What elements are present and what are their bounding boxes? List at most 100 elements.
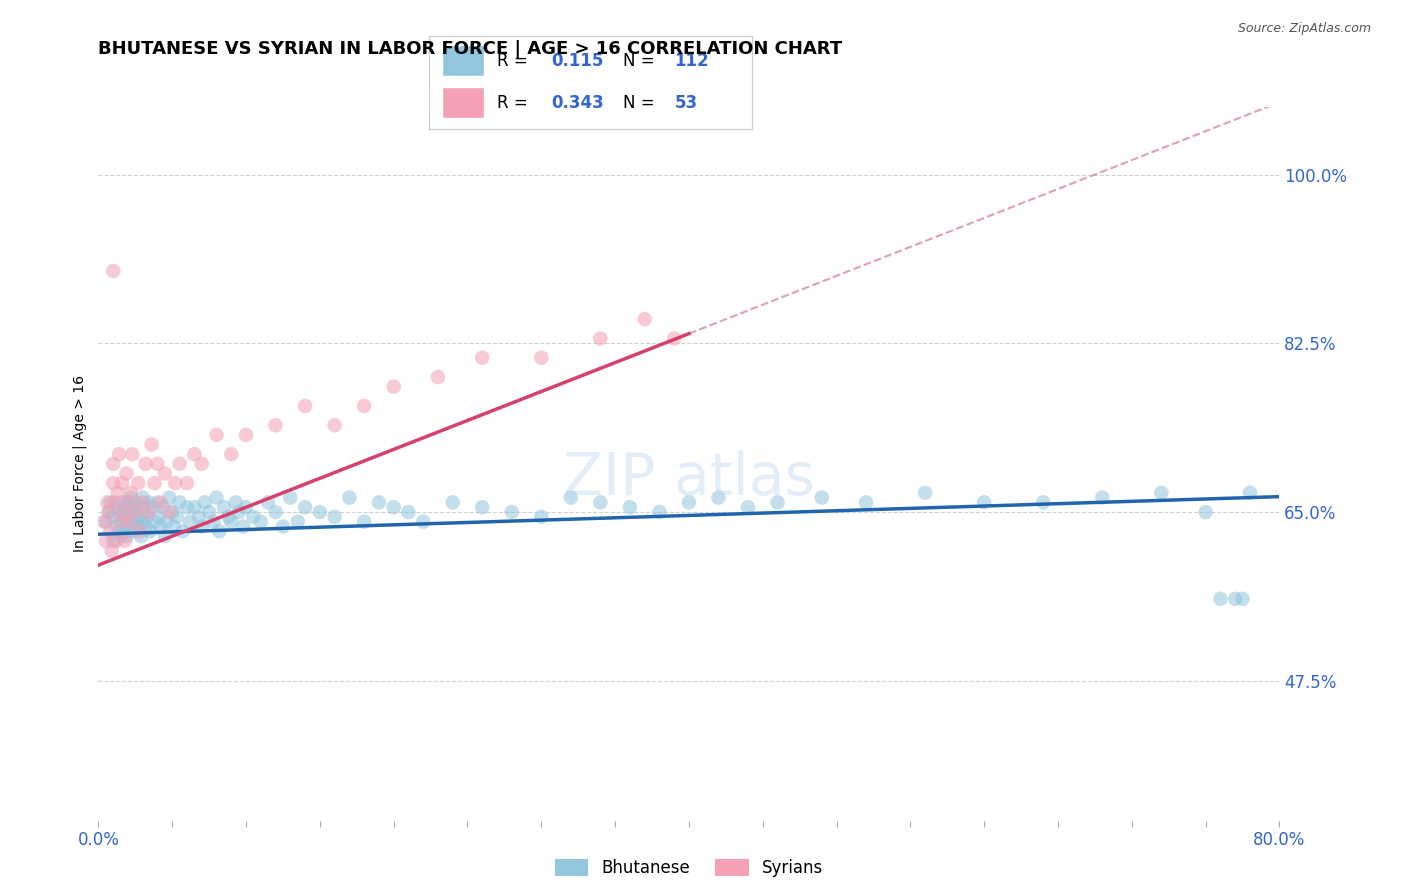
Point [471, 351, 494, 365]
Point [1232, 591, 1254, 606]
Point [94, 533, 117, 548]
Point [141, 437, 163, 451]
Point [235, 500, 257, 515]
Point [103, 264, 125, 278]
Point [100, 543, 122, 558]
Point [125, 509, 148, 524]
Point [157, 505, 180, 519]
Point [1150, 485, 1173, 500]
Legend: Bhutanese, Syrians: Bhutanese, Syrians [548, 852, 830, 884]
Point [162, 505, 183, 519]
Point [120, 509, 142, 524]
Point [973, 495, 995, 509]
Text: 112: 112 [675, 52, 709, 70]
Point [153, 467, 176, 481]
Point [530, 509, 553, 524]
Point [219, 515, 242, 529]
Point [112, 505, 135, 519]
Point [382, 380, 405, 394]
Point [98, 495, 121, 509]
Point [105, 533, 128, 548]
Point [105, 500, 128, 515]
Point [149, 519, 172, 533]
Point [707, 491, 730, 505]
Point [135, 457, 157, 471]
Point [103, 476, 125, 491]
Point [124, 495, 146, 509]
Text: R =: R = [496, 95, 533, 112]
Point [157, 491, 180, 505]
Point [103, 509, 125, 524]
Text: N =: N = [623, 95, 659, 112]
Point [1195, 505, 1218, 519]
Point [155, 515, 177, 529]
Point [530, 351, 553, 365]
Point [105, 519, 128, 533]
Point [146, 457, 169, 471]
Point [110, 515, 132, 529]
Point [128, 524, 150, 539]
Point [235, 428, 257, 442]
Point [183, 447, 205, 461]
Point [169, 495, 191, 509]
Y-axis label: In Labor Force | Age > 16: In Labor Force | Age > 16 [73, 376, 87, 552]
Point [124, 505, 146, 519]
Point [323, 418, 346, 433]
Point [191, 519, 214, 533]
Point [115, 529, 138, 543]
Point [187, 509, 209, 524]
Point [110, 529, 132, 543]
Point [228, 505, 250, 519]
Point [104, 495, 127, 509]
Point [382, 500, 405, 515]
Point [146, 495, 169, 509]
Point [198, 505, 221, 519]
Point [633, 312, 655, 326]
Point [153, 529, 176, 543]
Point [115, 467, 138, 481]
Point [121, 447, 143, 461]
Point [132, 515, 155, 529]
Point [103, 457, 125, 471]
FancyBboxPatch shape [441, 45, 484, 76]
Point [169, 457, 191, 471]
Point [368, 495, 391, 509]
Point [1032, 495, 1054, 509]
Point [560, 491, 582, 505]
Point [114, 533, 136, 548]
Point [501, 505, 523, 519]
Point [202, 515, 225, 529]
Point [117, 515, 139, 529]
Point [264, 418, 287, 433]
Text: BHUTANESE VS SYRIAN IN LABOR FORCE | AGE > 16 CORRELATION CHART: BHUTANESE VS SYRIAN IN LABOR FORCE | AGE… [98, 40, 842, 58]
Point [120, 485, 142, 500]
Point [471, 500, 494, 515]
Point [172, 524, 194, 539]
Point [212, 500, 235, 515]
Text: 0.115: 0.115 [551, 52, 605, 70]
Point [287, 515, 309, 529]
Point [165, 476, 187, 491]
Point [143, 515, 166, 529]
Point [294, 500, 316, 515]
Point [127, 519, 149, 533]
Point [129, 529, 152, 543]
Point [128, 500, 150, 515]
Text: ZIP atlas: ZIP atlas [562, 450, 815, 507]
Point [232, 519, 254, 533]
Point [127, 476, 149, 491]
Point [737, 500, 759, 515]
Point [191, 457, 214, 471]
Point [103, 533, 125, 548]
FancyBboxPatch shape [441, 87, 484, 118]
Point [353, 515, 375, 529]
Point [163, 519, 186, 533]
Point [134, 505, 156, 519]
Point [108, 524, 131, 539]
Point [323, 509, 346, 524]
Point [766, 495, 789, 509]
Point [309, 505, 332, 519]
Point [914, 485, 936, 500]
Point [176, 500, 198, 515]
Point [208, 524, 231, 539]
